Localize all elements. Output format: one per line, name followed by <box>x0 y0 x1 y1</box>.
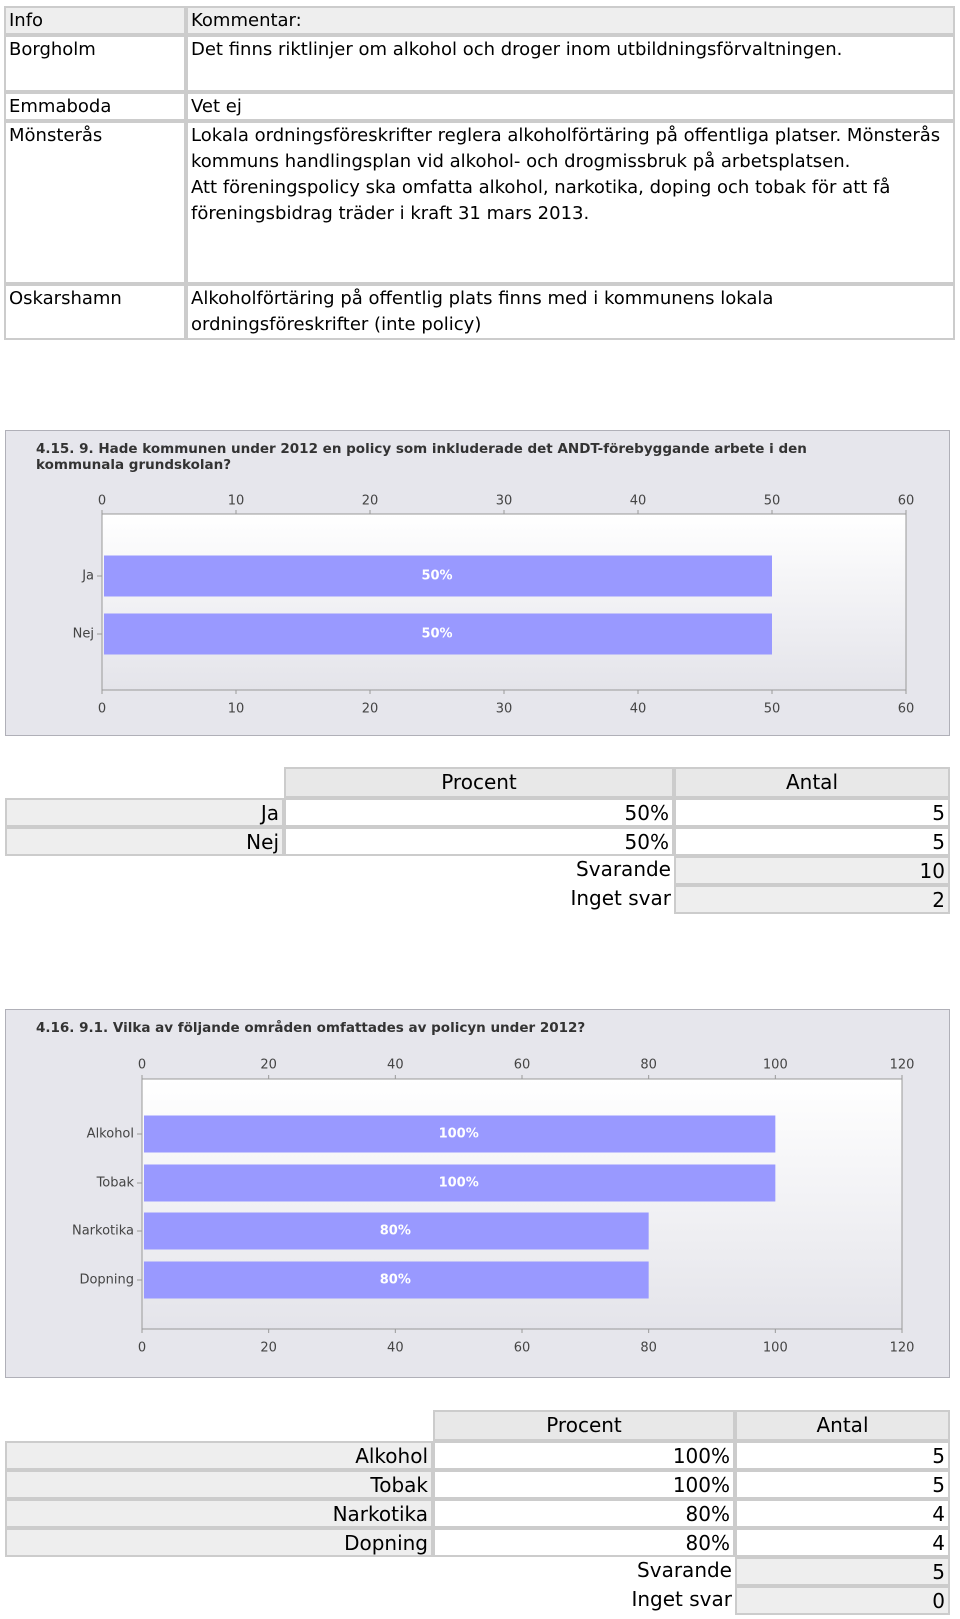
info-cell: Oskarshamn <box>4 284 186 340</box>
value-cell: 100% <box>433 1441 735 1470</box>
summary-label: Svarande <box>576 857 671 881</box>
x-tick-label: 20 <box>260 1058 277 1073</box>
value-cell: 4 <box>735 1499 950 1528</box>
chart-title: 4.16. 9.1. Vilka av följande områden omf… <box>36 1020 586 1036</box>
x-tick-label: 0 <box>98 702 106 717</box>
bar <box>144 1261 649 1299</box>
x-tick-label: 60 <box>898 494 915 509</box>
x-tick-label: 20 <box>260 1341 277 1356</box>
x-tick-label: 120 <box>890 1341 915 1356</box>
header-cell: Procent <box>284 767 674 798</box>
value-cell: 50% <box>284 798 674 827</box>
comment-cell: Lokala ordningsföreskrifter reglera alko… <box>186 121 955 284</box>
value-label: 100% <box>439 1176 479 1191</box>
category-label: Tobak <box>96 1176 135 1191</box>
summary-label: Inget svar <box>570 886 671 910</box>
x-tick-label: 10 <box>228 702 245 717</box>
x-tick-label: 20 <box>362 702 379 717</box>
row-label: Narkotika <box>5 1499 433 1528</box>
comment-cell: Alkoholförtäring på offentlig plats finn… <box>186 284 955 340</box>
chart-svg: 0 0 10 10 20 20 30 30 40 40 50 50 60 60 Ja 50% Nej 50% <box>73 494 915 717</box>
info-cell: Borgholm <box>4 35 186 92</box>
chart-title: 4.15. 9. Hade kommunen under 2012 en pol… <box>36 441 807 473</box>
row-label: Dopning <box>5 1528 433 1557</box>
chart: 4.16. 9.1. Vilka av följande områden omf… <box>5 1009 950 1378</box>
info-cell: Emmaboda <box>4 92 186 121</box>
header-cell: Info <box>4 6 186 35</box>
comment-text: Lokala ordningsföreskrifter reglera alko… <box>191 125 941 172</box>
x-tick-label: 0 <box>98 494 106 509</box>
bar <box>104 613 772 655</box>
x-tick-label: 50 <box>764 702 781 717</box>
header-cell: Antal <box>735 1410 950 1441</box>
x-tick-label: 0 <box>138 1341 146 1356</box>
plot-area <box>101 513 907 691</box>
x-tick-label: 20 <box>362 494 379 509</box>
x-tick-label: 60 <box>514 1058 531 1073</box>
x-tick-label: 80 <box>640 1058 657 1073</box>
x-tick-label: 100 <box>763 1341 788 1356</box>
value-label: 50% <box>421 627 452 642</box>
value-label: 80% <box>380 1224 411 1239</box>
header-cell: Kommentar: <box>186 6 955 35</box>
category-label: Ja <box>81 569 94 584</box>
value-cell: 5 <box>674 827 950 856</box>
category-label: Nej <box>73 627 94 642</box>
x-tick-label: 60 <box>898 702 915 717</box>
comment-cell: Det finns riktlinjer om alkohol och drog… <box>186 35 955 92</box>
chart-svg: 0 0 20 20 40 40 60 60 80 80 100 100 120 120 Alkohol 100… <box>72 1058 915 1356</box>
value-cell: 4 <box>735 1528 950 1557</box>
row-label: Tobak <box>5 1470 433 1499</box>
x-tick-label: 40 <box>630 702 647 717</box>
bar <box>144 1115 776 1153</box>
x-tick-label: 40 <box>387 1058 404 1073</box>
header-cell: Procent <box>433 1410 735 1441</box>
x-tick-label: 30 <box>496 494 513 509</box>
row-label: Ja <box>5 798 284 827</box>
summary-label: Svarande <box>637 1558 732 1582</box>
comment-text: Alkoholförtäring på offentlig plats finn… <box>191 288 774 335</box>
x-tick-label: 120 <box>890 1058 915 1073</box>
value-cell: 5 <box>735 1441 950 1470</box>
x-tick-label: 10 <box>228 494 245 509</box>
value-label: 100% <box>439 1127 479 1142</box>
value-cell: 50% <box>284 827 674 856</box>
value-cell: 5 <box>735 1470 950 1499</box>
summary-value: 0 <box>735 1586 950 1615</box>
summary-value: 5 <box>735 1557 950 1586</box>
x-tick-label: 40 <box>630 494 647 509</box>
info-cell: Mönsterås <box>4 121 186 284</box>
bar <box>144 1212 649 1250</box>
x-tick-label: 100 <box>763 1058 788 1073</box>
value-cell: 5 <box>674 798 950 827</box>
value-cell: 80% <box>433 1499 735 1528</box>
x-tick-label: 0 <box>138 1058 146 1073</box>
comment-text: Att föreningspolicy ska omfatta alkohol,… <box>191 177 891 224</box>
row-label: Alkohol <box>5 1441 433 1470</box>
chart: 4.15. 9. Hade kommunen under 2012 en pol… <box>5 430 950 736</box>
summary-value: 10 <box>674 856 950 885</box>
value-label: 50% <box>421 569 452 584</box>
value-label: 80% <box>380 1273 411 1288</box>
x-tick-label: 50 <box>764 494 781 509</box>
value-cell: 100% <box>433 1470 735 1499</box>
comment-text: Det finns riktlinjer om alkohol och drog… <box>191 39 843 60</box>
summary-label: Inget svar <box>631 1587 732 1611</box>
category-label: Alkohol <box>87 1127 134 1142</box>
bar <box>144 1164 776 1202</box>
x-tick-label: 30 <box>496 702 513 717</box>
row-label: Nej <box>5 827 284 856</box>
x-tick-label: 40 <box>387 1341 404 1356</box>
header-cell: Antal <box>674 767 950 798</box>
category-label: Narkotika <box>72 1224 134 1239</box>
summary-value: 2 <box>674 885 950 914</box>
comment-text: Vet ej <box>191 96 242 117</box>
value-cell: 80% <box>433 1528 735 1557</box>
comment-cell: Vet ej <box>186 92 955 121</box>
x-tick-label: 60 <box>514 1341 531 1356</box>
bar <box>104 555 772 597</box>
category-label: Dopning <box>79 1273 134 1288</box>
x-tick-label: 80 <box>640 1341 657 1356</box>
